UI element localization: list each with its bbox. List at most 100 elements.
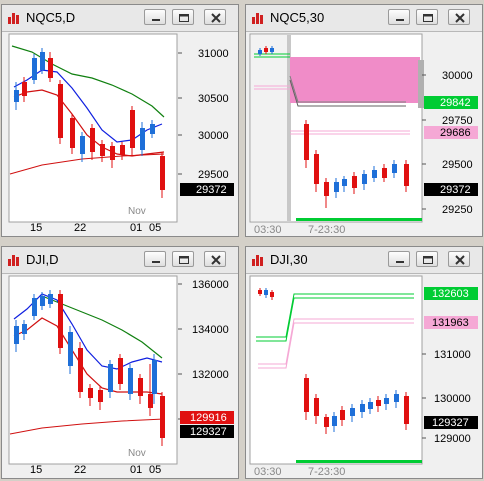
candle [304,120,309,168]
candle [342,176,347,192]
candle [58,290,63,354]
window-title: DJI,D [26,252,59,267]
candle [368,398,373,414]
chart-app-icon [8,13,19,24]
maximize-icon [179,256,189,264]
candle [264,46,268,54]
candle [118,354,123,390]
chart-app-icon [252,13,263,24]
plot-area[interactable] [249,275,423,465]
candle [100,140,105,162]
minimize-button[interactable] [388,251,410,267]
candle [108,360,113,398]
time-tick: 15 [30,222,42,234]
maximize-button[interactable] [416,251,438,267]
maximize-button[interactable] [172,251,194,267]
candle [32,54,37,84]
time-tick: 22 [74,222,86,234]
price-tick: 31000 [198,48,229,60]
candle [404,392,409,430]
chart-app-icon [8,255,19,266]
candle [264,288,268,298]
candle [120,142,125,160]
red-price-label: 129916 [190,412,227,424]
minimize-icon [152,19,160,21]
green-volume-strip [296,460,422,463]
candles [14,290,165,446]
price-tick: 134000 [192,324,229,336]
minimize-button[interactable] [144,251,166,267]
chart-window-nqc5-d[interactable]: NQC5,D [1,4,239,237]
pink-price-tag [424,316,478,329]
close-icon [455,13,465,23]
price-tick: 30000 [442,70,473,82]
minimize-button[interactable] [388,9,410,25]
candle [270,290,274,300]
candle [324,178,329,208]
time-tick: 15 [30,464,42,476]
candles [258,46,409,208]
time-tick: 03:30 [254,224,282,236]
chart-window-dji-30[interactable]: DJI,30 [245,246,483,479]
last-price-label: 129327 [432,417,469,429]
candle [376,396,381,412]
close-icon [211,255,221,265]
ma-long-line [9,418,165,435]
last-price-label: 129327 [190,426,227,438]
chart-app-icon [252,255,263,266]
close-button[interactable] [204,9,226,25]
maximize-button[interactable] [416,9,438,25]
pink-level-line [258,318,414,365]
chart-window-dji-d[interactable]: DJI,D [1,246,239,479]
green-price-label: 132603 [432,288,469,300]
candle [98,386,103,410]
candle [22,77,27,102]
pink-price-label: 131963 [432,317,469,329]
close-button[interactable] [204,251,226,267]
window-titlebar[interactable]: DJI,D [2,247,238,274]
candle [382,164,387,182]
time-tick: 05 [149,222,161,234]
window-titlebar[interactable]: DJI,30 [246,247,482,274]
close-button[interactable] [448,9,470,25]
maximize-icon [423,256,433,264]
price-chart[interactable]: 30000 29750 29500 29250 29842 29686 2937… [246,32,482,236]
ma-mid-line [13,317,163,395]
maximize-button[interactable] [172,9,194,25]
price-chart[interactable]: 131000 130000 129000 132603 131963 12932… [246,274,482,478]
price-chart[interactable]: 31000 30500 30000 29500 29372 Nov 15 22 … [2,32,238,236]
candle [314,150,319,192]
close-button[interactable] [448,251,470,267]
candle [78,342,83,398]
time-tick: 01 [130,464,142,476]
price-tick: 129000 [434,433,471,445]
maximize-icon [423,14,433,22]
window-titlebar[interactable]: NQC5,D [2,5,238,32]
time-tick: 7-23:30 [308,466,345,478]
candle [362,170,367,190]
chart-window-nqc5-30[interactable]: NQC5,30 [245,4,483,237]
minimize-icon [152,261,160,263]
last-price-tag [180,425,234,438]
candle [22,320,27,340]
maximize-icon [179,14,189,22]
pink-zone [290,57,420,103]
candle [128,364,133,400]
candle [350,404,355,422]
candle [140,122,145,156]
candles [258,288,409,434]
candle [90,124,95,160]
price-chart[interactable]: 136000 134000 132000 130000 129916 12932… [2,274,238,478]
window-titlebar[interactable]: NQC5,30 [246,5,482,32]
time-extra-label: Nov [128,448,146,459]
last-price-label: 29372 [440,184,471,196]
candle [14,82,19,110]
zone-shadow [418,60,424,108]
window-title: NQC5,30 [270,10,325,25]
price-tick: 131000 [434,349,471,361]
green-level-line [256,297,414,342]
pink-price-tag [424,126,478,139]
candle [148,364,153,416]
minimize-button[interactable] [144,9,166,25]
candle [258,48,262,56]
